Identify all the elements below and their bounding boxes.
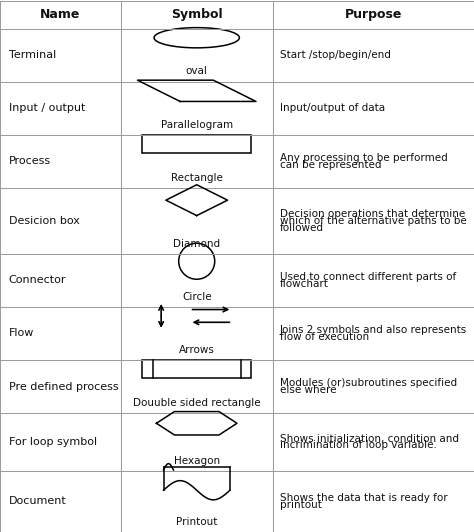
Text: Douuble sided rectangle: Douuble sided rectangle — [133, 398, 261, 408]
Text: Purpose: Purpose — [345, 9, 402, 21]
Text: printout: printout — [280, 500, 321, 510]
Text: incrimination of loop variable.: incrimination of loop variable. — [280, 440, 437, 451]
Text: Terminal: Terminal — [9, 50, 56, 60]
Text: Shows the data that is ready for: Shows the data that is ready for — [280, 493, 447, 503]
Text: Decision operations that determine: Decision operations that determine — [280, 209, 465, 219]
Text: Shows initialization, condition and: Shows initialization, condition and — [280, 434, 459, 444]
Text: Name: Name — [40, 9, 81, 21]
Text: can be represented: can be represented — [280, 160, 381, 170]
Text: Diamond: Diamond — [173, 238, 220, 248]
Text: oval: oval — [186, 66, 208, 77]
Text: Flow: Flow — [9, 328, 34, 338]
Text: Connector: Connector — [9, 276, 66, 285]
Text: Desicion box: Desicion box — [9, 216, 80, 226]
Text: Any processing to be performed: Any processing to be performed — [280, 153, 447, 163]
Text: Input/output of data: Input/output of data — [280, 103, 385, 113]
Text: Joins 2 symbols and also represents: Joins 2 symbols and also represents — [280, 325, 467, 335]
Text: Pre defined process: Pre defined process — [9, 381, 118, 392]
Text: followed: followed — [280, 223, 324, 233]
Bar — [142, 135, 251, 153]
Text: Symbol: Symbol — [171, 9, 222, 21]
Text: Document: Document — [9, 496, 66, 506]
Text: Arrows: Arrows — [179, 345, 215, 355]
Text: else where: else where — [280, 385, 336, 395]
Text: Circle: Circle — [182, 292, 211, 302]
Text: Parallelogram: Parallelogram — [161, 120, 233, 130]
Text: Start /stop/begin/end: Start /stop/begin/end — [280, 50, 391, 60]
Text: Hexagon: Hexagon — [173, 456, 220, 466]
Text: Process: Process — [9, 156, 51, 167]
Text: flow of execution: flow of execution — [280, 332, 369, 342]
Text: Used to connect different parts of: Used to connect different parts of — [280, 272, 456, 282]
Text: flowchart: flowchart — [280, 279, 328, 289]
Text: Rectangle: Rectangle — [171, 172, 223, 182]
Text: Modules (or)subroutines specified: Modules (or)subroutines specified — [280, 378, 457, 388]
Text: Input / output: Input / output — [9, 103, 85, 113]
Text: For loop symbol: For loop symbol — [9, 437, 97, 447]
Text: which of the alternative paths to be: which of the alternative paths to be — [280, 216, 466, 226]
Bar — [142, 360, 251, 378]
Text: Printout: Printout — [176, 517, 218, 527]
